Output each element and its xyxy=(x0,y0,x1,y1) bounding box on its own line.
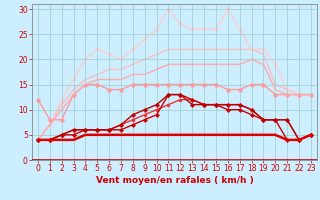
X-axis label: Vent moyen/en rafales ( km/h ): Vent moyen/en rafales ( km/h ) xyxy=(96,176,253,185)
